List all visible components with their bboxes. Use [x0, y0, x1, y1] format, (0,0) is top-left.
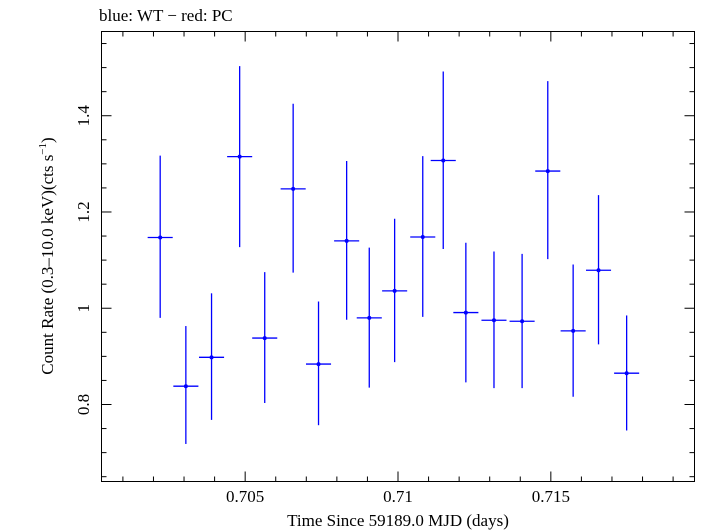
y-tick-label: 1 — [74, 304, 93, 313]
data-point — [344, 238, 349, 243]
chart-title: blue: WT − red: PC — [99, 6, 233, 25]
data-point — [291, 186, 296, 191]
x-axis-ticks: 0.705 0.71 0.715 — [122, 31, 674, 506]
data-point — [420, 235, 425, 240]
data-point — [624, 371, 629, 376]
x-tick-label: 0.71 — [383, 487, 413, 506]
x-tick-label: 0.705 — [226, 487, 264, 506]
data-point — [367, 315, 372, 320]
data-point — [392, 288, 397, 293]
y-axis-label-main: Count Rate (0.3–10.0 keV)(cts s — [38, 155, 57, 375]
data-point — [262, 336, 267, 341]
data-series-wt — [147, 66, 640, 444]
data-point — [491, 318, 496, 323]
data-point — [571, 328, 576, 333]
y-tick-label: 1.4 — [74, 105, 93, 127]
y-tick-label: 0.8 — [74, 394, 93, 415]
data-point — [237, 154, 242, 159]
y-axis-ticks: 0.8 1 1.2 1.4 — [74, 43, 695, 478]
y-axis-label: Count Rate (0.3–10.0 keV)(cts s−1) — [37, 137, 57, 374]
y-tick-label: 1.2 — [74, 201, 93, 222]
data-point — [158, 235, 163, 240]
data-point — [596, 268, 601, 273]
data-point — [545, 169, 550, 174]
data-point — [316, 362, 321, 367]
x-axis-label: Time Since 59189.0 MJD (days) — [287, 511, 509, 530]
y-axis-label-sup: −1 — [37, 143, 49, 155]
data-point — [209, 355, 214, 360]
plot-frame — [101, 31, 695, 482]
y-axis-label-close: ) — [38, 137, 57, 143]
x-tick-label: 0.715 — [532, 487, 570, 506]
data-point — [463, 310, 468, 315]
data-point — [520, 319, 525, 324]
data-point — [183, 384, 188, 389]
data-point — [441, 158, 446, 163]
